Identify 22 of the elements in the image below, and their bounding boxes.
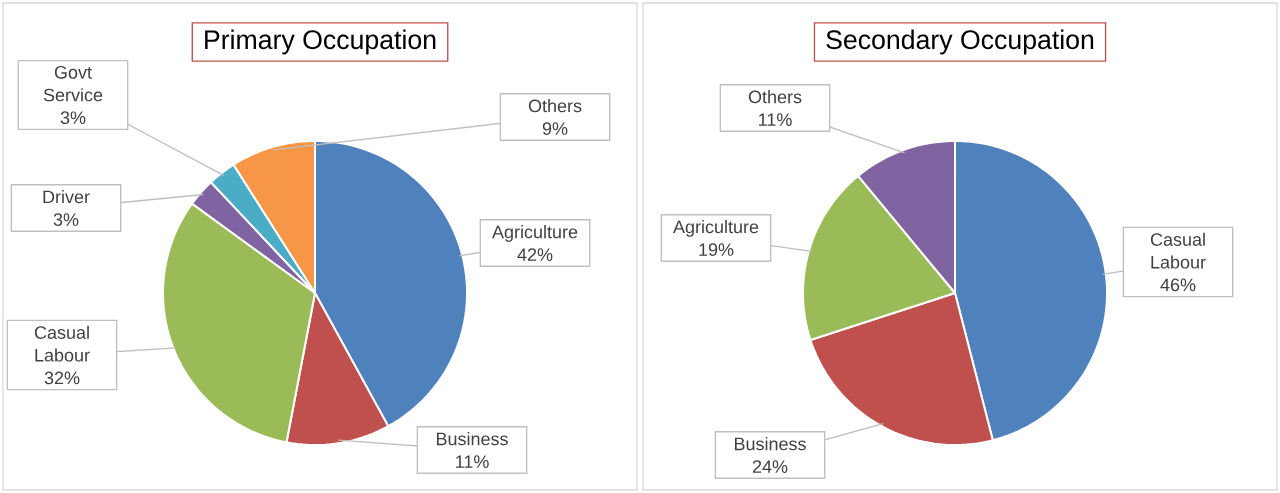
data-label: 3% bbox=[53, 213, 79, 226]
data-label: 11% bbox=[456, 455, 489, 468]
data-label: 3% bbox=[60, 111, 86, 125]
slice-label: Driver bbox=[43, 190, 90, 204]
data-label: 46% bbox=[1160, 278, 1196, 292]
slice-label: Agriculture bbox=[673, 220, 759, 237]
slice-label: Others bbox=[528, 99, 582, 113]
slice-label: Casual Labour bbox=[34, 325, 90, 362]
slice-label: Govt Service bbox=[43, 65, 103, 102]
data-label: 9% bbox=[542, 122, 568, 135]
chart-title: Secondary Occupation bbox=[826, 29, 1094, 55]
slice-label: Others bbox=[748, 90, 802, 104]
slice-label: Agriculture bbox=[492, 225, 578, 242]
data-label: 11% bbox=[759, 113, 792, 126]
slice-label: Casual Labour bbox=[1150, 232, 1206, 269]
data-label: 32% bbox=[44, 371, 80, 385]
slice-label: Business bbox=[436, 432, 508, 446]
chart-title: Primary Occupation bbox=[205, 29, 436, 55]
slice-label: Business bbox=[734, 437, 806, 451]
data-label: 19% bbox=[699, 243, 734, 256]
data-label: 24% bbox=[752, 460, 788, 473]
data-label: 42% bbox=[517, 248, 553, 261]
